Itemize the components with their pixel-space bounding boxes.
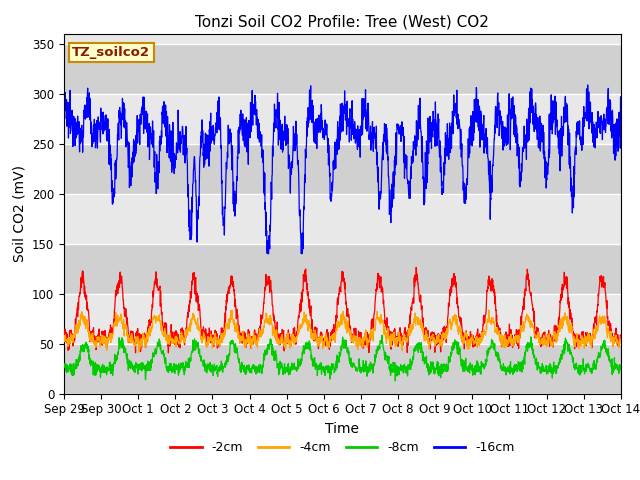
Bar xyxy=(64,94,621,144)
Bar xyxy=(64,344,621,394)
Text: TZ_soilco2: TZ_soilco2 xyxy=(72,46,150,59)
Bar xyxy=(64,193,621,243)
Legend: -2cm, -4cm, -8cm, -16cm: -2cm, -4cm, -8cm, -16cm xyxy=(165,436,520,459)
Title: Tonzi Soil CO2 Profile: Tree (West) CO2: Tonzi Soil CO2 Profile: Tree (West) CO2 xyxy=(195,15,490,30)
Bar xyxy=(64,144,621,193)
Bar xyxy=(64,294,621,344)
Y-axis label: Soil CO2 (mV): Soil CO2 (mV) xyxy=(12,165,26,262)
Bar xyxy=(64,44,621,94)
Bar xyxy=(64,243,621,294)
X-axis label: Time: Time xyxy=(325,422,360,436)
